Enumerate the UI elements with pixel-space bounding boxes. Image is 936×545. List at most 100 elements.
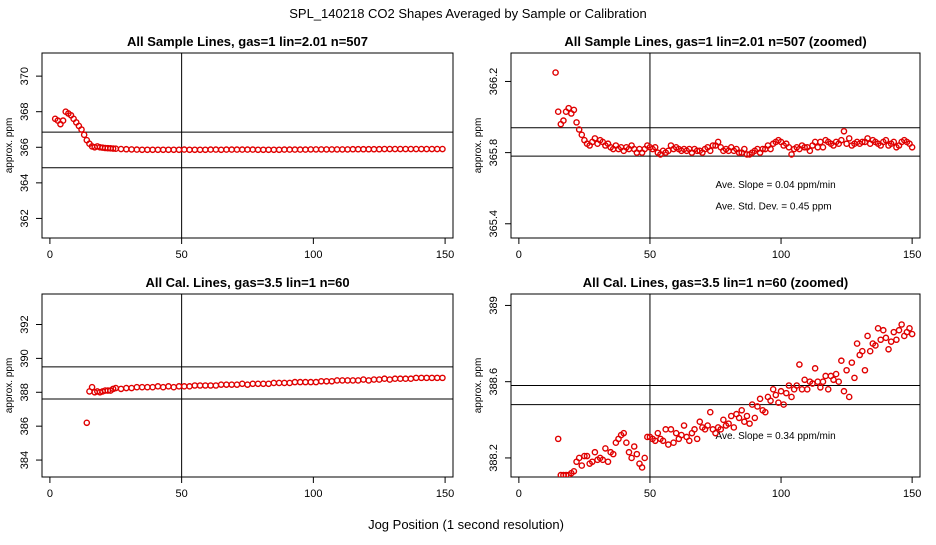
data-point <box>754 403 761 410</box>
data-point <box>133 146 141 153</box>
data-point <box>323 146 330 153</box>
data-point <box>602 445 609 452</box>
data-point <box>583 452 591 460</box>
data-point <box>866 347 874 355</box>
data-point <box>630 443 638 450</box>
data-point <box>407 145 415 153</box>
data-point <box>906 325 913 332</box>
data-point <box>144 383 151 391</box>
data-point <box>662 426 669 433</box>
data-point <box>879 326 887 334</box>
data-point <box>159 383 167 391</box>
data-point <box>254 380 262 388</box>
data-point <box>88 383 96 391</box>
data-point <box>154 383 162 390</box>
y-tick-label: 384 <box>19 451 31 469</box>
data-point <box>872 342 879 349</box>
data-point <box>890 138 898 146</box>
data-point <box>296 146 304 153</box>
data-point <box>307 378 315 386</box>
data-point <box>175 383 183 390</box>
data-point <box>312 146 320 153</box>
y-tick-label: 390 <box>19 349 31 367</box>
data-point <box>554 435 562 443</box>
data-point <box>840 387 848 395</box>
data-point <box>767 397 774 405</box>
data-point <box>109 145 117 152</box>
data-point <box>859 138 866 146</box>
y-tick-label: 366 <box>19 138 31 156</box>
x-tick-label: 0 <box>47 488 53 500</box>
data-point <box>233 146 241 153</box>
data-point <box>706 147 714 155</box>
data-point <box>882 136 890 144</box>
data-point <box>895 326 903 334</box>
data-point <box>170 146 178 154</box>
data-point <box>133 383 141 391</box>
x-tick-label: 0 <box>516 249 522 261</box>
data-point <box>223 146 230 153</box>
x-tick-label: 50 <box>644 249 656 261</box>
data-point <box>814 378 822 385</box>
y-tick-label: 388.6 <box>488 368 500 396</box>
data-point <box>819 143 827 151</box>
data-point <box>418 374 425 382</box>
data-point <box>552 69 559 76</box>
data-point <box>291 146 299 153</box>
data-point <box>196 382 204 389</box>
data-points <box>554 321 916 477</box>
data-point <box>260 146 267 154</box>
data-point <box>217 381 225 388</box>
data-point <box>887 338 895 345</box>
data-point <box>375 145 383 153</box>
data-point <box>623 439 630 446</box>
data-point <box>861 366 869 374</box>
plot-frame <box>41 293 454 478</box>
data-point <box>365 145 372 153</box>
data-point <box>212 146 220 153</box>
data-point <box>817 384 824 391</box>
data-point <box>302 146 309 153</box>
data-point <box>123 145 130 153</box>
data-point <box>365 377 372 384</box>
data-point <box>370 376 378 383</box>
data-point <box>853 340 861 347</box>
data-point <box>207 146 214 153</box>
data-point <box>138 383 146 391</box>
data-point <box>217 146 225 154</box>
chart-annotation: Ave. Std. Dev. = 0.45 ppm <box>716 202 832 213</box>
data-point <box>560 117 567 124</box>
data-point <box>80 131 88 139</box>
data-point <box>360 145 367 153</box>
y-tick-label: 365.4 <box>488 210 500 238</box>
x-tick-label: 100 <box>772 249 790 261</box>
data-point <box>864 332 871 340</box>
plot-frame <box>41 52 454 239</box>
data-point <box>832 370 840 378</box>
figure-xlabel: Jog Position (1 second resolution) <box>368 517 564 532</box>
data-point <box>659 437 667 445</box>
data-point <box>286 379 293 387</box>
data-point <box>633 450 641 458</box>
x-tick-label: 50 <box>176 488 188 500</box>
data-point <box>186 383 193 390</box>
data-point <box>433 145 441 153</box>
y-tick-label: 362 <box>19 209 31 227</box>
data-point <box>428 374 436 382</box>
data-point <box>717 426 725 433</box>
data-point <box>202 382 209 389</box>
data-point <box>254 146 262 154</box>
data-point <box>249 146 257 153</box>
data-point <box>344 377 351 384</box>
data-point <box>641 454 649 462</box>
data-point <box>796 361 803 368</box>
data-point <box>423 145 430 153</box>
data-point <box>265 146 272 154</box>
data-point <box>788 151 795 158</box>
x-tick-label: 150 <box>903 488 921 500</box>
data-point <box>244 146 251 153</box>
data-point <box>570 467 578 475</box>
data-point <box>375 376 383 383</box>
data-point <box>822 372 829 380</box>
